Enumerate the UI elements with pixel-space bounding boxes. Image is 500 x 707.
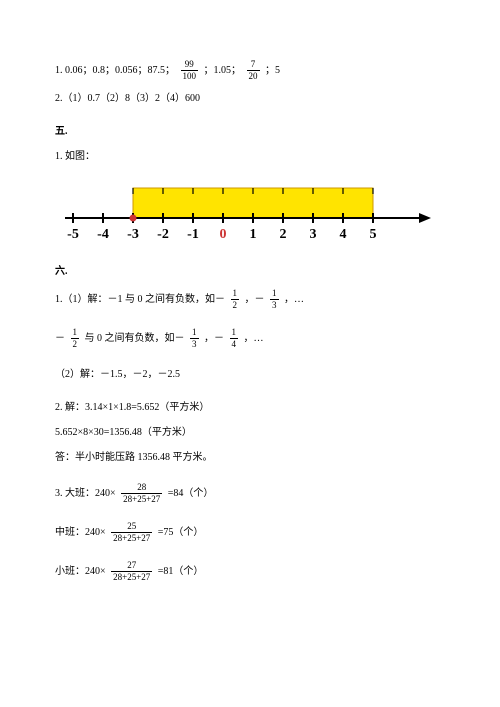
svg-text:1: 1 (250, 227, 257, 242)
problem-2-line: 2.（1）0.7（2）8（3）2（4）600 (55, 91, 445, 106)
numerator: 1 (231, 289, 240, 299)
six-q1-line2: － 1 2 与 0 之间有负数，如－ 1 3 ，－ 1 4 ，… (55, 328, 445, 349)
text: 2.（1）0.7（2）8（3）2（4）600 (55, 93, 200, 104)
fraction: 1 3 (190, 328, 199, 349)
six-q2-line2: 5.652×8×30=1356.48（平方米） (55, 425, 445, 440)
numerator: 25 (111, 522, 152, 532)
numerator: 1 (230, 328, 239, 338)
fraction: 27 28+25+27 (111, 561, 152, 582)
svg-text:-5: -5 (67, 227, 79, 242)
number-line: -5 -4 -3 -2 -1 0 1 2 3 4 5 (55, 176, 445, 246)
numerator: 1 (270, 289, 279, 299)
denominator: 2 (71, 338, 80, 349)
fraction: 28 28+25+27 (121, 483, 162, 504)
text: 答：半小时能压路 1356.48 平方米。 (55, 452, 213, 463)
six-q2-line1: 2. 解：3.14×1×1.8=5.652（平方米） (55, 400, 445, 415)
denominator: 3 (270, 299, 279, 310)
text: （2）解：－1.5，－2，－2.5 (55, 369, 180, 380)
fraction: 99 100 (181, 60, 199, 81)
page: 1. 0.06；0.8；0.056；87.5； 99 100 ；1.05； 7 … (0, 0, 500, 707)
six-q1-line1: 1.（1）解：－1 与 0 之间有负数，如－ 1 2 ，－ 1 3 ，… (55, 289, 445, 310)
text: ；1.05； (204, 65, 242, 76)
svg-text:-3: -3 (127, 227, 139, 242)
denominator: 28+25+27 (111, 532, 152, 543)
text: 1. 0.06；0.8；0.056；87.5； (55, 65, 175, 76)
numerator: 28 (121, 483, 162, 493)
text: =75（个） (158, 527, 204, 538)
text: 2. 解：3.14×1×1.8=5.652（平方米） (55, 402, 209, 413)
six-q3-a: 3. 大班：240× 28 28+25+27 =84（个） (55, 483, 445, 504)
text: ，－ (204, 333, 224, 344)
numerator: 1 (71, 328, 80, 338)
text: 3. 大班：240× (55, 488, 116, 499)
six-q1-part2: （2）解：－1.5，－2，－2.5 (55, 367, 445, 382)
text: 小班：240× (55, 566, 106, 577)
section-six-head: 六. (55, 264, 445, 279)
text: 5.652×8×30=1356.48（平方米） (55, 427, 192, 438)
denominator: 100 (181, 70, 199, 81)
section-five-head: 五. (55, 124, 445, 139)
fraction: 1 4 (230, 328, 239, 349)
text: ，－ (245, 294, 265, 305)
denominator: 28+25+27 (111, 571, 152, 582)
text: 1. 如图： (55, 151, 95, 162)
numerator: 27 (111, 561, 152, 571)
text: =81（个） (158, 566, 204, 577)
problem-1-line: 1. 0.06；0.8；0.056；87.5； 99 100 ；1.05； 7 … (55, 60, 445, 81)
denominator: 2 (231, 299, 240, 310)
numerator: 99 (181, 60, 199, 70)
svg-text:5: 5 (370, 227, 377, 242)
six-q2-line3: 答：半小时能压路 1356.48 平方米。 (55, 450, 445, 465)
text: ，… (284, 294, 304, 305)
svg-text:2: 2 (280, 227, 287, 242)
numerator: 7 (247, 60, 260, 70)
text: 1.（1）解：－1 与 0 之间有负数，如－ (55, 294, 225, 305)
svg-text:-2: -2 (157, 227, 169, 242)
svg-text:3: 3 (310, 227, 317, 242)
text: ，… (244, 333, 264, 344)
fraction: 1 2 (231, 289, 240, 310)
section-five-sub: 1. 如图： (55, 149, 445, 164)
denominator: 20 (247, 70, 260, 81)
svg-text:-1: -1 (187, 227, 199, 242)
numerator: 1 (190, 328, 199, 338)
fraction: 25 28+25+27 (111, 522, 152, 543)
six-q3-c: 小班：240× 27 28+25+27 =81（个） (55, 561, 445, 582)
fraction: 1 2 (71, 328, 80, 349)
svg-text:0: 0 (220, 227, 227, 242)
fraction: 7 20 (247, 60, 260, 81)
text: 中班：240× (55, 527, 106, 538)
text: 五. (55, 126, 68, 137)
text: =84（个） (168, 488, 214, 499)
svg-text:-4: -4 (97, 227, 109, 242)
denominator: 3 (190, 338, 199, 349)
denominator: 4 (230, 338, 239, 349)
text: － (55, 333, 65, 344)
svg-text:4: 4 (340, 227, 347, 242)
fraction: 1 3 (270, 289, 279, 310)
text: 六. (55, 266, 68, 277)
number-line-svg: -5 -4 -3 -2 -1 0 1 2 3 4 5 (55, 176, 435, 246)
text: 与 0 之间有负数，如－ (85, 333, 185, 344)
six-q3-b: 中班：240× 25 28+25+27 =75（个） (55, 522, 445, 543)
denominator: 28+25+27 (121, 493, 162, 504)
text: ；5 (265, 65, 280, 76)
